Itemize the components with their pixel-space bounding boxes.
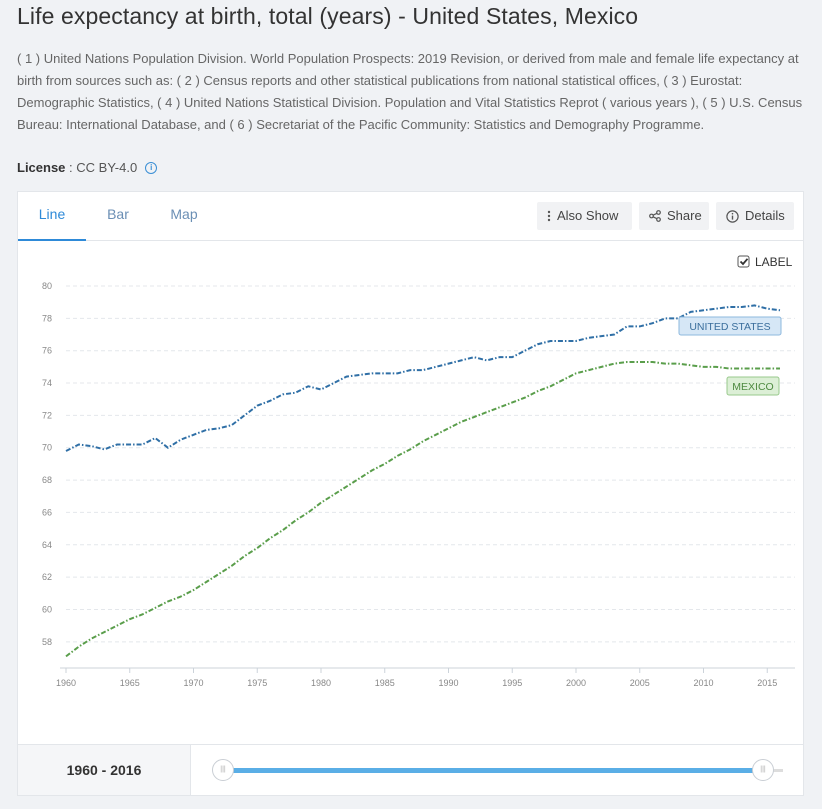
page-title: Life expectancy at birth, total (years) … [17, 3, 639, 29]
x-tick-label: 1960 [56, 678, 76, 688]
series-label-united-states: UNITED STATES [678, 316, 782, 336]
y-tick-label: 64 [42, 540, 52, 550]
license-label: License [17, 160, 66, 175]
x-tick-label: 2015 [757, 678, 777, 688]
y-tick-label: 80 [42, 281, 52, 291]
share-label: Share [667, 208, 702, 223]
x-tick-label: 1980 [311, 678, 331, 688]
tab-map[interactable]: Map [170, 206, 198, 222]
x-tick-label: 2000 [566, 678, 586, 688]
x-tick-label: 1975 [247, 678, 267, 688]
x-tick-label: 1990 [438, 678, 458, 688]
y-tick-label: 72 [42, 410, 52, 420]
license-separator: : [65, 160, 77, 175]
x-tick-label: 1970 [183, 678, 203, 688]
tab-bar: Line Bar Map Also Show Share Details [18, 192, 803, 241]
x-tick-label: 1995 [502, 678, 522, 688]
series-label-mexico-text: MEXICO [732, 381, 773, 393]
axes: 58 60 62 64 66 68 70 72 74 76 78 80 1960 1965 1970 1975… [42, 281, 795, 688]
share-button[interactable]: Share [639, 202, 709, 230]
slider-handle-start[interactable]: ||| [212, 759, 234, 781]
checkmark-icon [739, 258, 749, 266]
label-toggle[interactable]: LABEL [737, 255, 793, 269]
also-show-label: Also Show [557, 208, 619, 223]
series-line-mexico[interactable] [65, 361, 780, 658]
y-tick-label: 58 [42, 637, 52, 647]
details-button[interactable]: Details [716, 202, 794, 230]
tab-line[interactable]: Line [18, 192, 86, 241]
series-line-united-states[interactable] [65, 304, 781, 452]
series [65, 304, 781, 658]
x-tick-label: 1965 [120, 678, 140, 688]
y-tick-label: 78 [42, 313, 52, 323]
label-toggle-text: LABEL [755, 255, 793, 269]
slider-handle-end[interactable]: ||| [752, 759, 774, 781]
y-tick-label: 68 [42, 475, 52, 485]
series-label-mexico-box [726, 376, 780, 396]
source-note: ( 1 ) United Nations Population Division… [17, 51, 803, 132]
details-label: Details [745, 208, 785, 223]
info-circle-icon [726, 209, 739, 223]
range-footer: 1960 - 2016 ||| ||| [18, 744, 803, 795]
series-label-united-states-text: UNITED STATES [689, 321, 770, 333]
chart-area: LABEL 58 60 62 64 66 68 70 72 74 76 78 80 1960 1965 19… [18, 240, 803, 745]
also-show-button[interactable]: Also Show [537, 202, 632, 230]
y-tick-label: 70 [42, 443, 52, 453]
y-tick-label: 74 [42, 378, 52, 388]
x-tick-label: 2005 [630, 678, 650, 688]
range-label: 1960 - 2016 [18, 745, 191, 795]
chart-panel: Line Bar Map Also Show Share Details [17, 191, 804, 796]
series-label-united-states-box [678, 316, 782, 336]
y-tick-label: 66 [42, 507, 52, 517]
kebab-icon [547, 210, 551, 222]
license: License : CC BY-4.0 i [17, 160, 158, 175]
y-tick-label: 76 [42, 346, 52, 356]
license-value: CC BY-4.0 [76, 160, 138, 175]
label-checkbox[interactable] [737, 255, 750, 268]
grid [66, 285, 795, 643]
series-labels: UNITED STATES MEXICO [678, 316, 782, 396]
tab-bar-chart[interactable]: Bar [107, 206, 129, 222]
share-icon [649, 210, 661, 222]
slider-fill [223, 768, 763, 773]
info-icon[interactable]: i [145, 161, 158, 174]
x-tick-label: 2010 [693, 678, 713, 688]
y-tick-label: 62 [42, 572, 52, 582]
x-tick-label: 1985 [375, 678, 395, 688]
y-tick-label: 60 [42, 604, 52, 614]
line-chart: LABEL 58 60 62 64 66 68 70 72 74 76 78 80 1960 1965 19… [42, 255, 795, 688]
series-label-mexico: MEXICO [726, 376, 780, 396]
